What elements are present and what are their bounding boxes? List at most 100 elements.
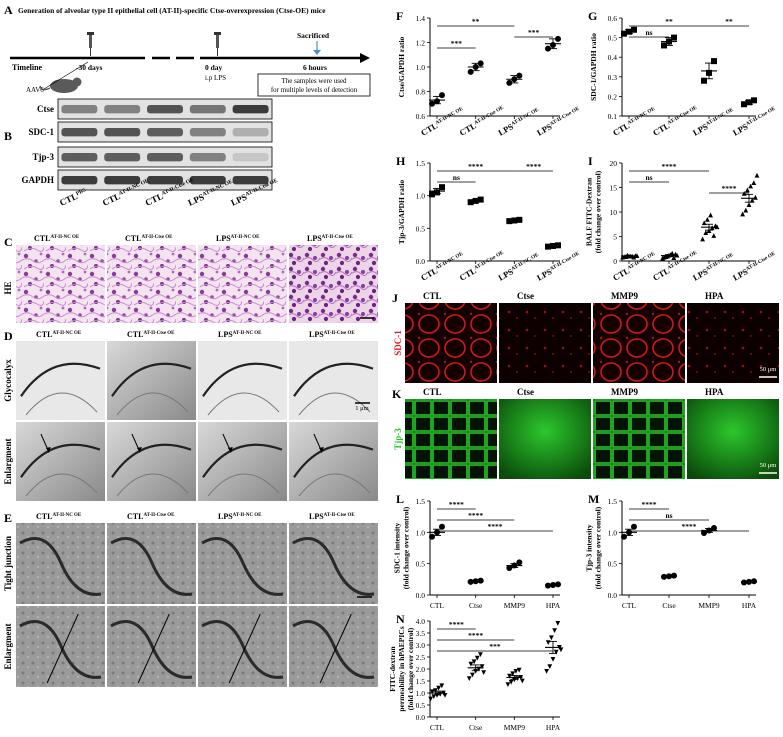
he-image (16, 245, 105, 323)
blot-band (104, 153, 141, 162)
blot-band (61, 176, 98, 185)
data-point (706, 228, 712, 234)
blot-band (104, 128, 141, 137)
x-tick-label: CTL (430, 601, 445, 610)
arrow-icon (313, 433, 322, 451)
panel-a: A Generation of alveolar type II epithel… (4, 3, 371, 97)
y-axis-label: (fold change over control) (594, 170, 603, 253)
x-tick-label: LPSAT-II-Ctse OE (535, 105, 582, 138)
tem-col-label-sup: AT-II-NC OE (233, 331, 262, 336)
x-tick-label: Ctse (469, 723, 483, 732)
significance-label: **** (662, 162, 677, 171)
data-point (506, 218, 513, 225)
blot-band (232, 153, 269, 162)
y-tick-label: 1.5 (416, 497, 426, 506)
blot-lane-label-sup: PBS (75, 187, 87, 197)
data-point (513, 669, 519, 674)
blot-band (189, 176, 226, 185)
tj-col-label-base: LPS (309, 512, 324, 521)
data-point (743, 207, 749, 213)
tj-marker-line (137, 613, 170, 684)
tj-row-label: Tight junction (3, 536, 13, 591)
panel-a-letter: A (4, 3, 13, 17)
data-point (547, 664, 553, 669)
panel-b-letter: B (4, 129, 12, 143)
data-point (631, 26, 637, 33)
he-col-label-base: LPS (216, 234, 231, 243)
tj-col-label-sup: AT-II-NC OE (233, 513, 262, 518)
tj-marker-line (46, 613, 79, 684)
significance-label: **** (449, 500, 464, 509)
x-tick-label-sup: AT-II-Ctse OE (473, 250, 505, 272)
y-tick-label: 0.5 (608, 34, 618, 43)
data-point (555, 242, 561, 249)
fluor-image (405, 303, 497, 383)
data-point (439, 523, 445, 530)
tem-image (107, 341, 196, 420)
data-point (519, 678, 525, 684)
blot-label-ctse: Ctse (37, 104, 54, 114)
data-point (429, 191, 435, 198)
y-axis-label: (fold change over control) (594, 506, 603, 589)
he-col-label-sup: AT-II-NC OE (231, 235, 260, 240)
y-tick-label: 5 (613, 233, 617, 242)
tem-row-label: Glycocalyx (3, 359, 13, 402)
y-tick-label: 1.5 (416, 677, 426, 686)
blot-band (147, 176, 183, 185)
y-tick-label: 1.0 (416, 689, 426, 698)
data-point (431, 694, 437, 699)
chart-letter: L (396, 492, 404, 506)
x-tick-label: HPA (742, 601, 757, 610)
syringe-icon (87, 32, 94, 56)
y-tick-label: 1.0 (416, 192, 426, 201)
tj-col-label-sup: AT-II-Ctse OE (324, 513, 356, 518)
tem-membrane (20, 362, 101, 397)
y-tick-label: 1.4 (416, 14, 426, 23)
timeline-arrowhead (360, 53, 370, 63)
tj-col-label-base: CTL (127, 512, 143, 521)
data-point (439, 184, 445, 191)
data-point (671, 34, 677, 41)
data-point (468, 661, 474, 667)
significance-label: ** (665, 17, 673, 26)
blot-band (147, 128, 183, 137)
chart-letter: N (396, 612, 405, 626)
samples-note-line1: The samples were used (281, 77, 347, 85)
fluor-col-label: MMP9 (611, 387, 638, 397)
blot-label-tjp-3: Tjp-3 (32, 152, 54, 162)
chart-letter: G (588, 9, 597, 23)
tem-col-label: CTLAT-II-Ctse OE (127, 330, 175, 339)
data-point (631, 254, 637, 260)
significance-label: **** (468, 162, 483, 171)
data-point (558, 647, 564, 653)
syringe-icon (214, 32, 221, 56)
data-point (477, 60, 484, 67)
injection-line (43, 61, 89, 90)
x-tick-label-sup: AT-II-Ctse OE (473, 105, 505, 127)
fluor-row-label: SDC-1 (393, 330, 403, 356)
fluor-image (499, 303, 591, 383)
chart-letter: H (396, 154, 406, 168)
he-col-label-sup: AT-II-Ctse OE (322, 235, 354, 240)
panel-e-letter: E (4, 511, 12, 525)
chart-i: I 0 5 10 15 20 BALF FITC-Dextran (fold change o… (585, 154, 778, 283)
tj-col-label-base: CTL (36, 512, 52, 521)
x-tick-label: LPSAT-II-Ctse OE (731, 250, 778, 283)
y-tick-label: 0 (613, 257, 617, 266)
data-point (711, 58, 717, 65)
y-tick-label: 1.5 (608, 497, 618, 506)
arrow-icon (40, 433, 49, 451)
blot-label-sdc-1: SDC-1 (28, 127, 54, 137)
data-point (478, 652, 483, 657)
sacrifice-arrowhead (313, 50, 321, 55)
arrow-icon (222, 433, 231, 451)
x-tick-label: LPSAT-II-Ctse OE (731, 105, 778, 138)
blot-band (232, 128, 269, 137)
significance-label: **** (526, 162, 541, 171)
data-point (552, 628, 557, 633)
